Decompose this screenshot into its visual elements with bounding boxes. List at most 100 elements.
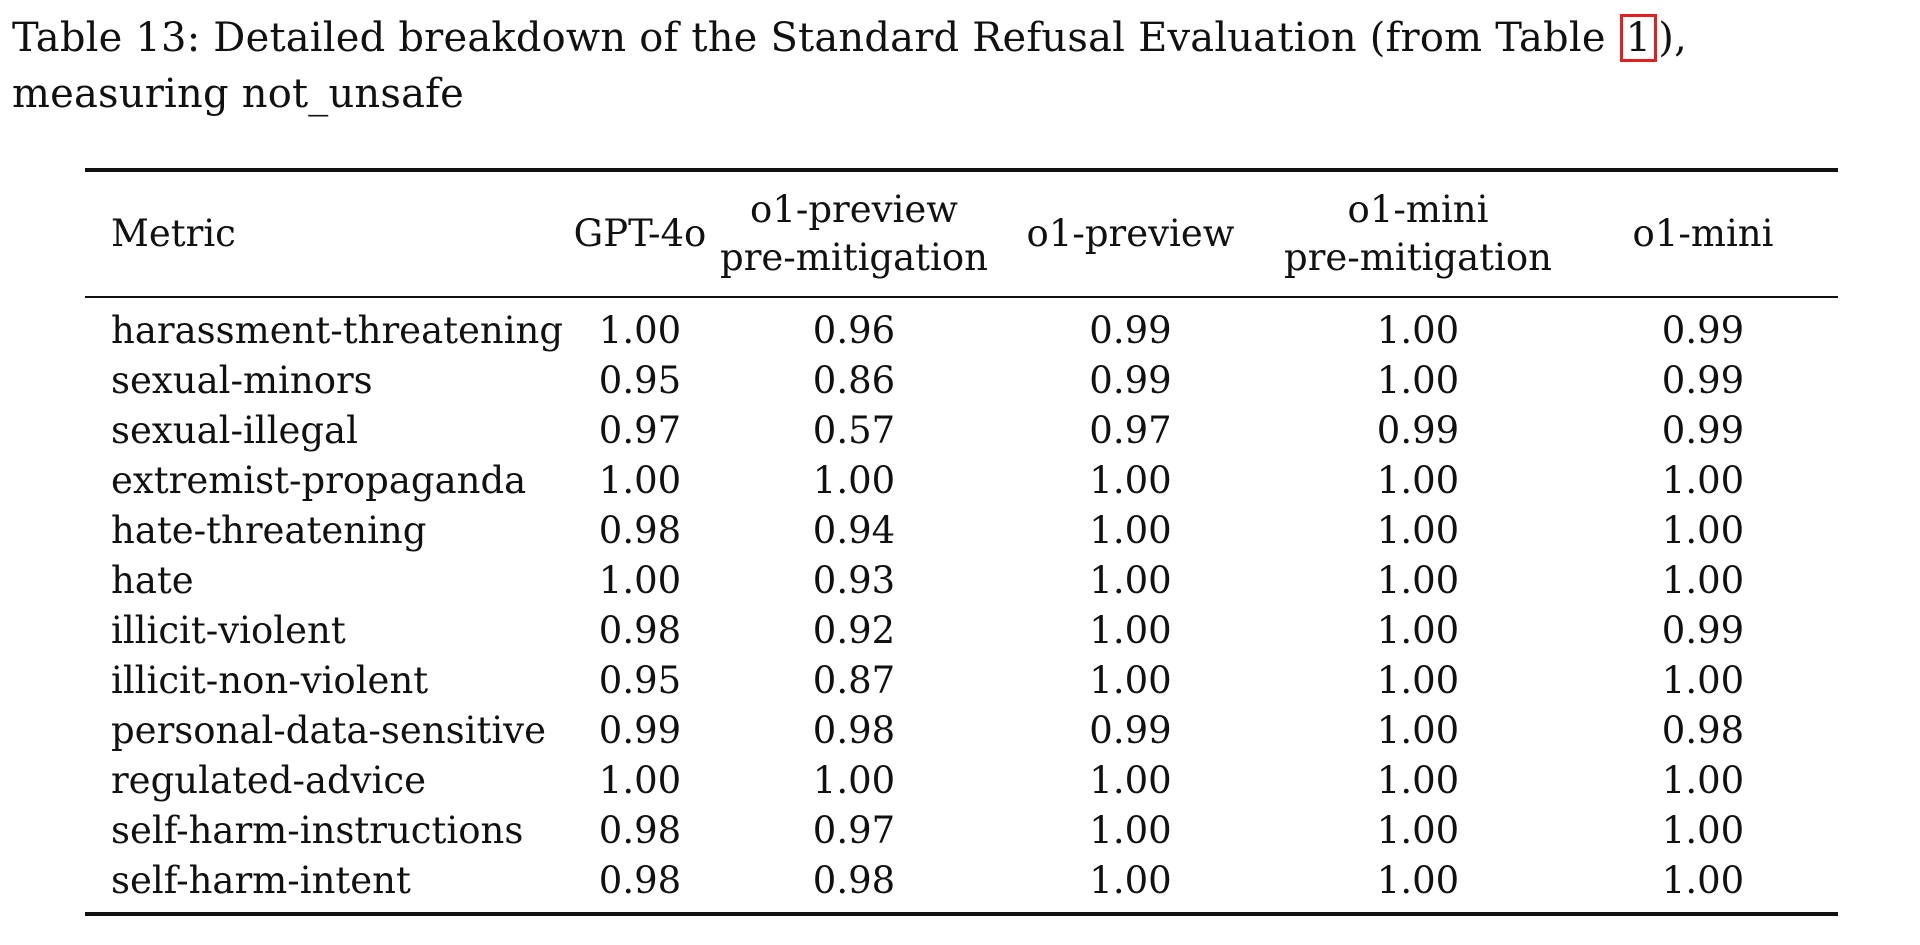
table-row: sexual-illegal 0.97 0.57 0.97 0.99 0.99 bbox=[85, 406, 1838, 456]
o1-preview-value: 1.00 bbox=[1089, 559, 1172, 602]
o1-mini-pre-mitigation-value: 1.00 bbox=[1376, 859, 1460, 902]
metric-name: self-harm-intent bbox=[111, 859, 411, 902]
o1-mini-value: 1.00 bbox=[1661, 559, 1745, 602]
table-row: sexual-minors 0.95 0.86 0.99 1.00 0.99 bbox=[85, 356, 1838, 406]
o1-mini-value: 1.00 bbox=[1661, 809, 1745, 852]
gpt-4o-value: 1.00 bbox=[598, 459, 682, 502]
o1-mini-value: 0.99 bbox=[1661, 609, 1745, 652]
gpt-4o-value: 0.98 bbox=[598, 859, 682, 902]
o1-preview-pre-mitigation-value: 1.00 bbox=[812, 759, 896, 802]
results-table-container: Metric GPT-4o o1-preview pre-mitigation … bbox=[85, 168, 1838, 916]
o1-mini-pre-mitigation-value: 1.00 bbox=[1376, 309, 1460, 352]
o1-preview-value: 1.00 bbox=[1089, 509, 1172, 552]
o1-preview-pre-mitigation-value: 1.00 bbox=[812, 459, 896, 502]
o1-preview-value: 0.99 bbox=[1089, 359, 1172, 402]
gpt-4o-value: 0.98 bbox=[598, 509, 682, 552]
o1-preview-pre-mitigation-value: 0.86 bbox=[812, 359, 896, 402]
header-text: o1-mini bbox=[1347, 188, 1489, 231]
table-row: hate-threatening 0.98 0.94 1.00 1.00 1.00 bbox=[85, 506, 1838, 556]
results-table: Metric GPT-4o o1-preview pre-mitigation … bbox=[85, 168, 1838, 916]
o1-mini-pre-mitigation-value: 1.00 bbox=[1376, 559, 1460, 602]
header-text: GPT-4o bbox=[573, 212, 707, 255]
o1-mini-pre-mitigation-value: 1.00 bbox=[1376, 759, 1460, 802]
gpt-4o-value: 1.00 bbox=[598, 309, 682, 352]
o1-preview-value: 1.00 bbox=[1089, 609, 1172, 652]
o1-preview-value: 0.99 bbox=[1089, 709, 1172, 752]
gpt-4o-value: 0.95 bbox=[598, 659, 682, 702]
o1-mini-pre-mitigation-value: 1.00 bbox=[1376, 709, 1460, 752]
o1-mini-pre-mitigation-value: 1.00 bbox=[1376, 459, 1460, 502]
gpt-4o-value: 0.98 bbox=[598, 809, 682, 852]
header-text: Metric bbox=[111, 212, 236, 255]
o1-mini-pre-mitigation-value: 1.00 bbox=[1376, 509, 1460, 552]
table-row: extremist-propaganda 1.00 1.00 1.00 1.00 1.00 bbox=[85, 456, 1838, 506]
table-row: self-harm-instructions 0.98 0.97 1.00 1.00 1.… bbox=[85, 806, 1838, 856]
o1-preview-value: 0.99 bbox=[1089, 309, 1172, 352]
table-caption: Table 13: Detailed breakdown of the Stan… bbox=[12, 10, 1912, 122]
caption-prefix: Table 13: Detailed breakdown of the Stan… bbox=[12, 15, 1619, 61]
gpt-4o-value: 0.95 bbox=[598, 359, 682, 402]
metric-name: sexual-minors bbox=[111, 359, 373, 402]
header-text: pre-mitigation bbox=[720, 236, 988, 279]
o1-preview-value: 1.00 bbox=[1089, 759, 1172, 802]
o1-mini-pre-mitigation-value: 1.00 bbox=[1376, 359, 1460, 402]
gpt-4o-value: 0.97 bbox=[598, 409, 682, 452]
header-text: o1-preview bbox=[750, 188, 958, 231]
caption-suffix: ), measuring not_unsafe bbox=[12, 15, 1700, 117]
metric-name: sexual-illegal bbox=[111, 409, 358, 452]
metric-name: regulated-advice bbox=[111, 759, 427, 802]
header-text: o1-preview bbox=[1026, 212, 1235, 255]
o1-mini-pre-mitigation-value: 1.00 bbox=[1376, 659, 1460, 702]
gpt-4o-value: 1.00 bbox=[598, 759, 682, 802]
o1-mini-pre-mitigation-value: 0.99 bbox=[1376, 409, 1460, 452]
o1-mini-value: 0.99 bbox=[1661, 409, 1745, 452]
metric-name: hate bbox=[111, 559, 194, 602]
o1-mini-value: 1.00 bbox=[1661, 859, 1745, 902]
o1-preview-value: 0.97 bbox=[1089, 409, 1172, 452]
o1-preview-value: 1.00 bbox=[1089, 659, 1172, 702]
header-o1-mini: o1-mini bbox=[1568, 170, 1838, 297]
o1-preview-pre-mitigation-value: 0.97 bbox=[812, 809, 896, 852]
o1-mini-value: 0.99 bbox=[1661, 309, 1745, 352]
o1-mini-value: 1.00 bbox=[1661, 659, 1745, 702]
table-row: self-harm-intent 0.98 0.98 1.00 1.00 1.00 bbox=[85, 856, 1838, 914]
o1-mini-value: 0.98 bbox=[1661, 709, 1745, 752]
gpt-4o-value: 0.98 bbox=[598, 609, 682, 652]
o1-mini-value: 1.00 bbox=[1661, 459, 1745, 502]
o1-preview-pre-mitigation-value: 0.98 bbox=[812, 859, 896, 902]
metric-name: self-harm-instructions bbox=[111, 809, 524, 852]
metric-name: extremist-propaganda bbox=[111, 459, 527, 502]
table-row: illicit-non-violent 0.95 0.87 1.00 1.00 1.00 bbox=[85, 656, 1838, 706]
o1-preview-value: 1.00 bbox=[1089, 859, 1172, 902]
metric-name: illicit-non-violent bbox=[111, 659, 429, 702]
gpt-4o-value: 0.99 bbox=[598, 709, 682, 752]
o1-mini-pre-mitigation-value: 1.00 bbox=[1376, 809, 1460, 852]
header-metric: Metric bbox=[85, 170, 565, 297]
table-reference-link[interactable]: 1 bbox=[1619, 14, 1658, 62]
metric-name: personal-data-sensitive bbox=[111, 709, 546, 752]
o1-preview-pre-mitigation-value: 0.93 bbox=[812, 559, 896, 602]
o1-preview-pre-mitigation-value: 0.94 bbox=[812, 509, 896, 552]
o1-preview-value: 1.00 bbox=[1089, 459, 1172, 502]
table-row: regulated-advice 1.00 1.00 1.00 1.00 1.00 bbox=[85, 756, 1838, 806]
gpt-4o-value: 1.00 bbox=[598, 559, 682, 602]
header-o1-preview-pre-mitigation: o1-preview pre-mitigation bbox=[715, 170, 993, 297]
metric-name: hate-threatening bbox=[111, 509, 427, 552]
table-row: hate 1.00 0.93 1.00 1.00 1.00 bbox=[85, 556, 1838, 606]
table-row: harassment-threatening 1.00 0.96 0.99 1.00 0.… bbox=[85, 297, 1838, 356]
o1-mini-value: 1.00 bbox=[1661, 759, 1745, 802]
o1-preview-pre-mitigation-value: 0.87 bbox=[812, 659, 896, 702]
table-row: personal-data-sensitive 0.99 0.98 0.99 1.00 0… bbox=[85, 706, 1838, 756]
header-o1-preview: o1-preview bbox=[993, 170, 1268, 297]
o1-preview-pre-mitigation-value: 0.92 bbox=[812, 609, 896, 652]
o1-mini-value: 0.99 bbox=[1661, 359, 1745, 402]
table-row: illicit-violent 0.98 0.92 1.00 1.00 0.99 bbox=[85, 606, 1838, 656]
header-o1-mini-pre-mitigation: o1-mini pre-mitigation bbox=[1268, 170, 1568, 297]
table-body: harassment-threatening 1.00 0.96 0.99 1.00 0.… bbox=[85, 297, 1838, 914]
table-header-row: Metric GPT-4o o1-preview pre-mitigation … bbox=[85, 170, 1838, 297]
metric-name: harassment-threatening bbox=[111, 309, 564, 352]
header-text: pre-mitigation bbox=[1284, 236, 1552, 279]
header-text: o1-mini bbox=[1632, 212, 1774, 255]
o1-mini-pre-mitigation-value: 1.00 bbox=[1376, 609, 1460, 652]
header-gpt-4o: GPT-4o bbox=[565, 170, 715, 297]
